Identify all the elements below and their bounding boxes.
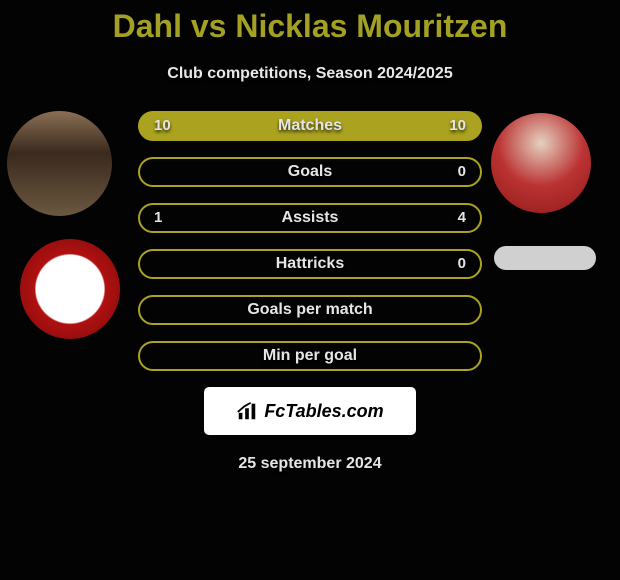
stat-label: Matches — [140, 113, 480, 139]
date: 25 september 2024 — [0, 455, 620, 473]
club-badge-left — [20, 239, 120, 339]
player-avatar-right — [491, 113, 591, 213]
fctables-logo[interactable]: FcTables.com — [204, 387, 416, 435]
stat-value-right: 4 — [458, 205, 466, 231]
stat-value-right: 0 — [458, 159, 466, 185]
stat-row-matches: 10 Matches 10 — [138, 111, 482, 141]
club-badge-right — [494, 246, 596, 270]
stat-label: Hattricks — [140, 251, 480, 277]
stat-value-right: 0 — [458, 251, 466, 277]
stat-row-assists: 1 Assists 4 — [138, 203, 482, 233]
stat-label: Assists — [140, 205, 480, 231]
page-title: Dahl vs Nicklas Mouritzen — [0, 0, 620, 45]
comparison-content: 10 Matches 10 Goals 0 1 Assists 4 Hattri… — [0, 111, 620, 473]
stat-label: Min per goal — [140, 343, 480, 369]
stat-value-right: 10 — [449, 113, 466, 139]
logo-text: FcTables.com — [264, 401, 383, 422]
stat-label: Goals — [140, 159, 480, 185]
stat-rows: 10 Matches 10 Goals 0 1 Assists 4 Hattri… — [138, 111, 482, 371]
player-avatar-left — [7, 111, 112, 216]
stat-label: Goals per match — [140, 297, 480, 323]
stat-row-goals-per-match: Goals per match — [138, 295, 482, 325]
chart-icon — [236, 400, 258, 422]
stat-row-hattricks: Hattricks 0 — [138, 249, 482, 279]
subtitle: Club competitions, Season 2024/2025 — [0, 65, 620, 83]
stat-row-goals: Goals 0 — [138, 157, 482, 187]
stat-row-min-per-goal: Min per goal — [138, 341, 482, 371]
